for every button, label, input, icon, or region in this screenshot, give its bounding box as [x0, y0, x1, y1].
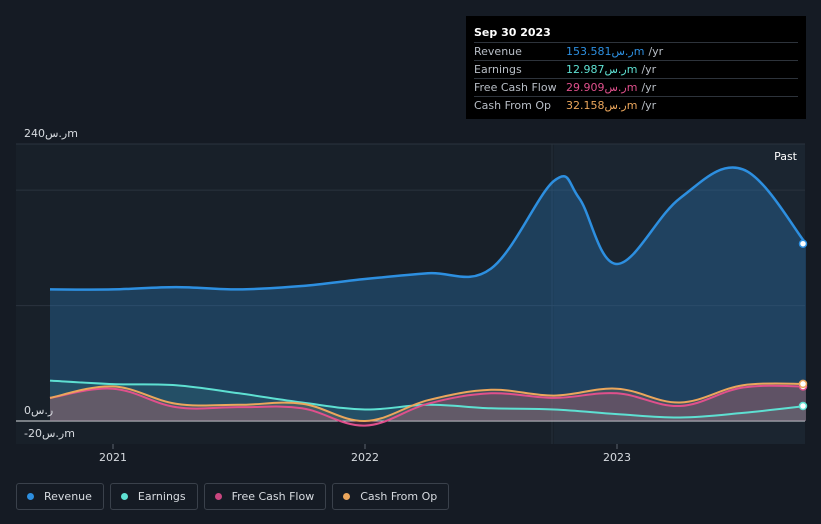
legend-dot	[27, 493, 34, 500]
tooltip-label: Earnings	[474, 63, 522, 76]
area-earnings	[50, 380, 806, 421]
tooltip-label: Revenue	[474, 45, 522, 58]
tooltip-row-free-cash-flow: Free Cash Flow 29.909ر.سm /yr	[474, 78, 798, 96]
data-tooltip: Sep 30 2023 Revenue 153.581ر.سm /yr Earn…	[466, 16, 806, 119]
tooltip-date: Sep 30 2023	[474, 26, 551, 39]
legend-item-revenue[interactable]: Revenue	[16, 483, 104, 510]
line-earnings	[49, 379, 807, 419]
x-axis-ticks: 2021 2022 2023	[99, 444, 631, 464]
tooltip-value: 153.581ر.سm	[566, 45, 645, 58]
series-lines	[49, 166, 807, 427]
tooltip-label: Free Cash Flow	[474, 81, 557, 94]
x-tick-label: 2023	[603, 451, 631, 464]
line-revenue	[49, 166, 807, 291]
tooltip-value: 32.158ر.سm	[566, 99, 638, 112]
legend-dot	[120, 493, 128, 500]
tooltip-value: 12.987ر.سm	[566, 63, 638, 76]
x-tick-label: 2021	[99, 451, 127, 464]
tooltip-label: Cash From Op	[474, 99, 552, 112]
tooltip-unit: /yr	[641, 81, 657, 94]
legend-dot	[214, 493, 222, 500]
area-revenue	[50, 167, 806, 421]
legend-item-cash-from-op[interactable]: Cash From Op	[332, 483, 450, 510]
legend-item-free-cash-flow[interactable]: Free Cash Flow	[203, 483, 327, 510]
x-tick-label: 2022	[351, 451, 379, 464]
tooltip-value: 29.909ر.سm	[566, 81, 638, 94]
end-marker-earnings	[798, 401, 808, 411]
y-axis-top-label: 240ر.سm	[24, 127, 78, 140]
line-cash-from-op	[49, 382, 807, 423]
line-free-cash-flow	[49, 384, 807, 427]
legend-label: Revenue	[44, 490, 92, 503]
tooltip-unit: /yr	[648, 45, 664, 58]
tooltip-unit: /yr	[641, 99, 657, 112]
legend-label: Free Cash Flow	[231, 490, 315, 503]
series-end-markers	[798, 239, 808, 411]
legend-label: Cash From Op	[360, 490, 438, 503]
tooltip-row-cash-from-op: Cash From Op 32.158ر.سm /yr	[474, 96, 798, 114]
end-marker-revenue	[798, 239, 808, 248]
legend-dot	[343, 493, 351, 500]
tooltip-row-revenue: Revenue 153.581ر.سm /yr	[474, 42, 798, 60]
end-marker-cash-from-op	[798, 379, 808, 389]
gridlines	[16, 143, 805, 422]
y-axis-zero-label: 0ر.س	[24, 404, 53, 417]
legend-label: Earnings	[137, 490, 186, 503]
tooltip-row-earnings: Earnings 12.987ر.سm /yr	[474, 60, 798, 78]
past-label: Past	[774, 150, 798, 163]
chart-legend: Revenue Earnings Free Cash Flow Cash Fro…	[16, 483, 450, 510]
legend-item-earnings[interactable]: Earnings	[109, 483, 198, 510]
tooltip-unit: /yr	[641, 63, 657, 76]
y-axis-neg-label: -20ر.سm	[24, 427, 75, 440]
